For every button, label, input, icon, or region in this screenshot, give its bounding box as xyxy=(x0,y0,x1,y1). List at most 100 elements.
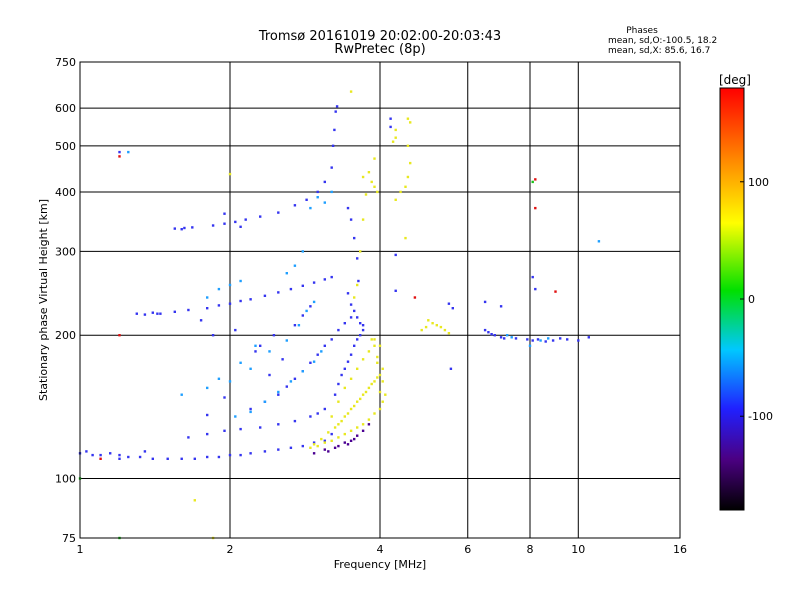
data-point xyxy=(349,353,353,356)
data-point xyxy=(346,360,350,363)
data-point xyxy=(159,312,162,315)
data-point xyxy=(309,361,312,364)
data-point xyxy=(373,185,376,188)
data-point xyxy=(389,125,392,129)
data-point xyxy=(510,336,513,339)
data-point xyxy=(493,334,496,337)
x-ticks: 1 2 4 6 8 10 16 xyxy=(77,543,688,556)
data-point xyxy=(526,338,529,341)
data-point xyxy=(254,350,257,353)
data-point xyxy=(309,305,312,308)
data-point xyxy=(301,250,304,253)
data-point xyxy=(312,443,316,446)
data-point xyxy=(268,373,271,377)
data-point xyxy=(206,432,209,436)
data-point xyxy=(361,218,365,221)
data-point xyxy=(356,257,359,260)
data-point xyxy=(531,180,534,184)
data-point xyxy=(356,316,359,319)
data-point xyxy=(249,407,252,411)
data-point xyxy=(343,441,346,444)
legend-heading: Phases xyxy=(626,26,658,36)
data-point xyxy=(277,390,280,394)
data-point xyxy=(333,393,337,396)
data-point xyxy=(451,307,454,310)
data-point xyxy=(217,304,221,307)
data-point xyxy=(356,367,359,370)
data-point xyxy=(370,382,373,386)
data-point xyxy=(370,338,373,341)
data-point xyxy=(587,336,590,339)
data-point xyxy=(228,302,232,305)
data-point xyxy=(359,322,362,325)
data-point xyxy=(234,220,237,224)
data-point xyxy=(373,412,376,415)
data-point xyxy=(239,361,242,364)
data-point xyxy=(435,324,438,327)
data-point xyxy=(118,453,121,457)
data-point xyxy=(577,339,580,342)
y-tick-label: 300 xyxy=(55,245,76,258)
y-tick-label: 75 xyxy=(62,532,76,545)
data-point xyxy=(551,339,555,342)
plot-frame xyxy=(79,61,681,539)
data-point xyxy=(223,212,226,215)
data-point xyxy=(539,339,542,342)
data-point xyxy=(285,339,288,342)
data-point xyxy=(217,377,221,380)
data-point xyxy=(346,292,350,295)
data-point xyxy=(239,453,242,457)
data-point xyxy=(285,272,288,275)
data-point xyxy=(135,312,138,315)
data-point xyxy=(413,296,417,299)
data-point xyxy=(323,344,326,347)
data-point xyxy=(211,224,215,227)
data-point xyxy=(409,121,412,124)
data-point xyxy=(118,150,121,154)
data-point xyxy=(293,419,297,423)
data-point xyxy=(206,307,209,310)
data-point xyxy=(447,302,451,305)
data-point xyxy=(337,382,340,386)
data-point xyxy=(367,423,371,426)
data-point xyxy=(361,423,365,426)
data-point xyxy=(173,310,176,313)
data-point xyxy=(223,396,226,399)
data-point xyxy=(305,309,308,313)
data-point xyxy=(406,117,410,120)
data-point xyxy=(534,178,537,181)
data-point xyxy=(228,172,232,176)
data-point xyxy=(356,434,359,437)
legend-line-x: mean, sd,X: 85.6, 16.7 xyxy=(608,46,710,56)
data-point xyxy=(357,279,360,283)
data-point xyxy=(316,412,319,415)
data-point xyxy=(406,175,410,179)
data-point xyxy=(180,457,183,460)
data-point xyxy=(249,367,252,370)
data-point xyxy=(343,415,346,418)
data-point xyxy=(217,287,221,291)
data-point xyxy=(534,287,537,291)
data-point xyxy=(259,426,262,429)
data-point xyxy=(289,446,293,449)
data-point xyxy=(340,373,343,377)
data-point xyxy=(316,353,319,356)
data-point xyxy=(320,437,323,441)
data-point xyxy=(330,415,333,418)
data-point xyxy=(118,155,121,158)
data-point xyxy=(353,296,356,299)
data-point xyxy=(228,453,232,457)
data-point xyxy=(381,400,384,403)
data-point xyxy=(330,190,333,194)
data-point xyxy=(531,275,534,279)
data-point xyxy=(349,439,353,442)
data-point xyxy=(394,136,397,139)
y-tick-label: 750 xyxy=(55,56,76,69)
data-point xyxy=(483,328,487,332)
data-point xyxy=(353,309,356,313)
data-point xyxy=(166,457,169,460)
data-point xyxy=(420,328,423,332)
data-point xyxy=(333,446,337,449)
data-point xyxy=(327,450,330,453)
